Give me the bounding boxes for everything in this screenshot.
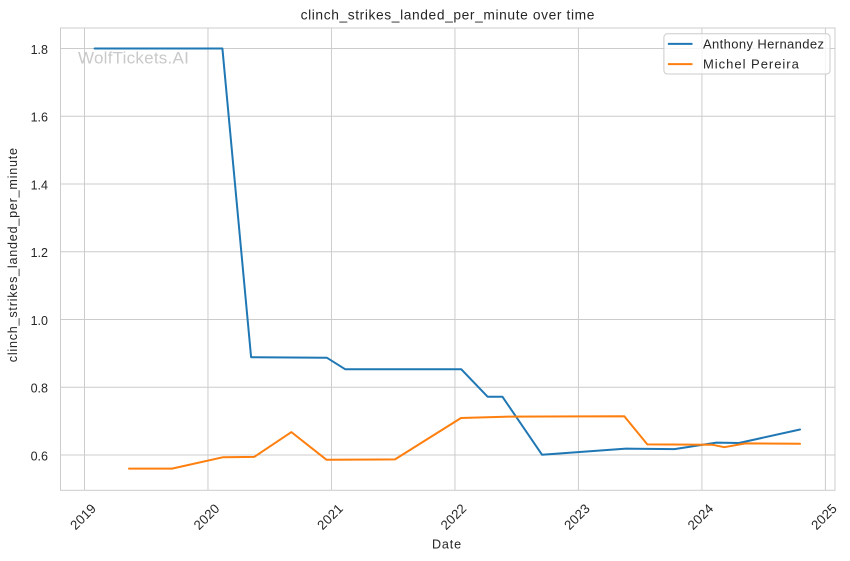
svg-text:1.8: 1.8 [31,43,48,57]
svg-text:WolfTickets.AI: WolfTickets.AI [78,49,189,68]
svg-text:1.4: 1.4 [31,178,48,192]
svg-text:Michel Pereira: Michel Pereira [703,57,800,72]
svg-text:clinch_strikes_landed_per_minu: clinch_strikes_landed_per_minute [6,147,20,362]
svg-text:clinch_strikes_landed_per_minu: clinch_strikes_landed_per_minute over ti… [301,7,595,22]
svg-text:1.6: 1.6 [31,111,48,125]
svg-text:1.0: 1.0 [31,314,48,328]
svg-text:0.8: 0.8 [31,382,48,396]
svg-text:1.2: 1.2 [31,246,48,260]
svg-text:Anthony Hernandez: Anthony Hernandez [703,36,824,51]
svg-text:0.6: 0.6 [31,449,48,463]
svg-text:Date: Date [432,538,462,552]
